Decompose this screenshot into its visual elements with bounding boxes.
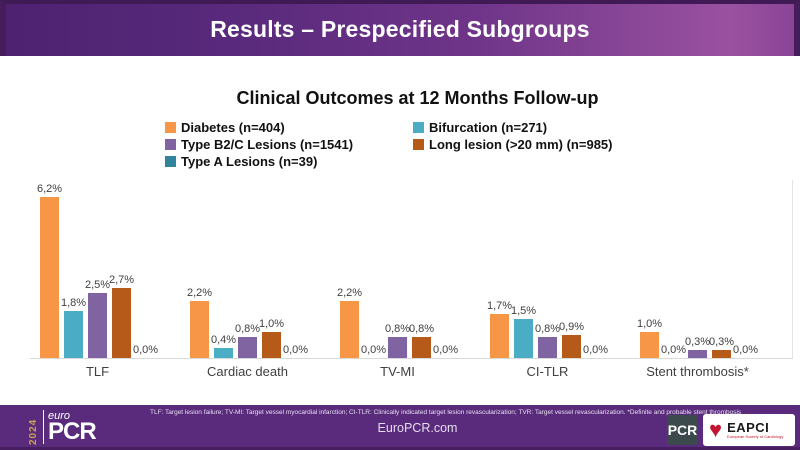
eapci-text: EAPCI European Society of Cardiology: [727, 421, 783, 439]
legend-swatch: [165, 122, 176, 133]
bar: [112, 287, 131, 358]
value-label: 1,7%: [486, 299, 513, 312]
chart-title: Clinical Outcomes at 12 Months Follow-up: [236, 88, 599, 108]
value-label: 0,3%: [684, 336, 711, 349]
value-label: 2,2%: [186, 286, 213, 299]
value-label: 0,4%: [210, 333, 237, 346]
bar: [190, 300, 209, 358]
bar-group: 1,7% 1,5% 0,8% 0,9% 0,0%: [486, 180, 609, 358]
slide-title: Results – Prespecified Subgroups: [210, 16, 590, 42]
eapci-name: EAPCI: [727, 420, 770, 435]
bar: [712, 350, 731, 358]
value-label: 0,0%: [660, 344, 687, 356]
plot-area: 6,2% 1,8% 2,5% 2,7% 0,0% 2,2% 0,4% 0,8% 1,0% 0,0%…: [30, 180, 793, 359]
bar-group: 2,2% 0,4% 0,8% 1,0% 0,0%: [186, 180, 309, 358]
value-label: 0,0%: [432, 344, 459, 356]
value-label: 1,8%: [60, 297, 87, 310]
legend-swatch: [165, 139, 176, 150]
legend-swatch: [165, 156, 176, 167]
europcr-year-label: 2024: [28, 418, 39, 445]
value-label: 0,3%: [708, 336, 735, 349]
website-label: EuroPCR.com: [377, 421, 458, 435]
value-label: 0,8%: [408, 323, 435, 336]
bar-group: 6,2% 1,8% 2,5% 2,7% 0,0%: [36, 180, 159, 358]
slide-header: Results – Prespecified Subgroups: [0, 0, 800, 56]
value-label: 0,0%: [282, 344, 309, 356]
bar: [238, 337, 257, 358]
value-label: 0,8%: [384, 323, 411, 336]
value-label: 0,0%: [732, 344, 759, 356]
value-label: 2,5%: [84, 279, 111, 291]
category-label: TV-MI: [380, 364, 415, 379]
value-label: 0,0%: [582, 344, 609, 356]
legend-item: Type B2/C Lesions (n=1541): [165, 136, 413, 153]
abbreviations-footnote: TLF: Target lesion failure; TV-MI: Targe…: [150, 409, 742, 416]
legend-item: Long lesion (>20 mm) (n=985): [413, 136, 655, 153]
category-label: TLF: [85, 364, 110, 379]
footer-center: TLF: Target lesion failure; TV-MI: Targe…: [150, 409, 742, 435]
legend-label: Bifurcation (n=271): [429, 120, 548, 135]
bar: [214, 347, 233, 358]
bar: [340, 300, 359, 358]
value-label: 2,2%: [336, 286, 363, 299]
bar: [514, 319, 533, 358]
bar: [388, 337, 407, 358]
eapci-badge: ♥ EAPCI European Society of Cardiology: [703, 414, 795, 446]
bar: [412, 337, 431, 358]
legend-item: Bifurcation (n=271): [413, 119, 655, 136]
bar-group: 1,0% 0,0% 0,3% 0,3% 0,0%: [636, 180, 759, 358]
category-axis: TLF Cardiac death TV-MI CI-TLR Stent thrombo…: [30, 364, 792, 382]
europcr-logo: 2024 euro PCR: [28, 409, 97, 445]
bar: [490, 313, 509, 358]
category-label: Stent thrombosis*: [646, 364, 749, 379]
bar: [40, 196, 59, 358]
category-label: Cardiac death: [207, 364, 288, 379]
legend-item: Diabetes (n=404): [165, 119, 413, 136]
value-label: 1,5%: [510, 305, 537, 317]
bar: [538, 337, 557, 358]
pcr-label: PCR: [48, 418, 97, 445]
bar: [64, 311, 83, 358]
bar: [640, 332, 659, 358]
value-label: 6,2%: [36, 182, 63, 195]
bar-group: 2,2% 0,0% 0,8% 0,8% 0,0%: [336, 180, 459, 358]
chart-legend: Diabetes (n=404) Bifurcation (n=271) Type …: [165, 119, 655, 170]
slide-footer: 2024 euro PCR TLF: Target lesion failure…: [0, 405, 800, 450]
legend-label: Diabetes (n=404): [181, 120, 285, 135]
value-label: 1,0%: [636, 318, 663, 330]
category-label: CI-TLR: [526, 364, 569, 379]
value-label: 1,0%: [258, 318, 285, 330]
europcr-wordmark: euro PCR: [48, 409, 97, 445]
legend-swatch: [413, 122, 424, 133]
eapci-subtext: European Society of Cardiology: [727, 434, 784, 439]
legend-label: Type B2/C Lesions (n=1541): [181, 137, 354, 152]
value-label: 2,7%: [108, 273, 135, 286]
logo-divider: [43, 410, 44, 444]
value-label: 0,8%: [234, 323, 261, 336]
legend-label: Type A Lesions (n=39): [181, 154, 318, 169]
legend-item: Type A Lesions (n=39): [165, 153, 413, 170]
bar: [688, 350, 707, 358]
value-label: 0,9%: [558, 320, 585, 333]
legend-swatch: [413, 139, 424, 150]
legend-label: Long lesion (>20 mm) (n=985): [429, 137, 613, 152]
eapci-heart-icon: ♥: [709, 417, 723, 442]
value-label: 0,0%: [360, 344, 387, 356]
value-label: 0,8%: [534, 323, 561, 336]
bar: [262, 332, 281, 358]
pcr-badge: PCR: [667, 415, 698, 445]
euro-label: euro: [48, 410, 71, 422]
bar: [562, 334, 581, 358]
bar: [88, 293, 107, 358]
value-label: 0,0%: [132, 344, 159, 356]
